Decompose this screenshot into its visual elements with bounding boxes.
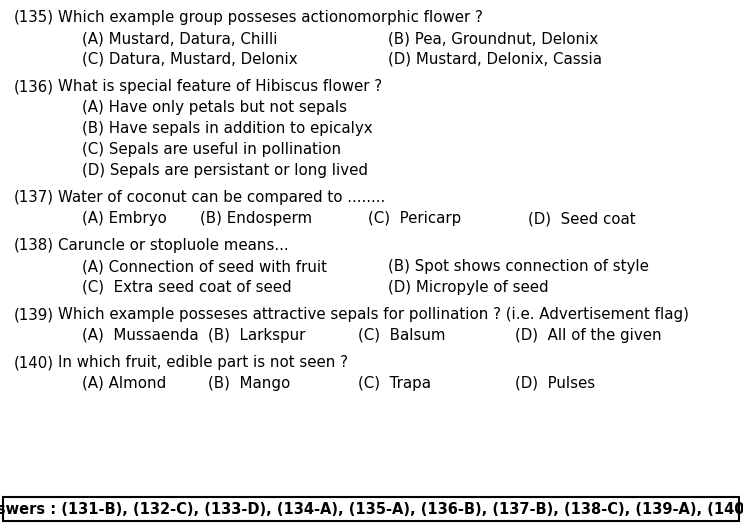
Text: (D) Sepals are persistant or long lived: (D) Sepals are persistant or long lived	[82, 163, 368, 178]
Text: Which example posseses attractive sepals for pollination ? (i.e. Advertisement f: Which example posseses attractive sepals…	[58, 307, 689, 322]
Text: (C) Sepals are useful in pollination: (C) Sepals are useful in pollination	[82, 142, 341, 157]
Text: (A) Embryo: (A) Embryo	[82, 211, 166, 226]
Text: (C) Datura, Mustard, Delonix: (C) Datura, Mustard, Delonix	[82, 52, 298, 67]
Text: (D) Mustard, Delonix, Cassia: (D) Mustard, Delonix, Cassia	[388, 52, 602, 67]
Text: (B) Endosperm: (B) Endosperm	[200, 211, 312, 226]
Text: Answers : (131-B), (132-C), (133-D), (134-A), (135-A), (136-B), (137-B), (138-C): Answers : (131-B), (132-C), (133-D), (13…	[0, 502, 743, 517]
Text: (C)  Trapa: (C) Trapa	[358, 376, 431, 391]
Text: (B) Pea, Groundnut, Delonix: (B) Pea, Groundnut, Delonix	[388, 31, 598, 46]
Text: (D)  All of the given: (D) All of the given	[515, 328, 661, 343]
Text: (B)  Larkspur: (B) Larkspur	[208, 328, 305, 343]
Text: (137): (137)	[14, 190, 54, 205]
Text: (138): (138)	[14, 238, 54, 253]
Text: (140): (140)	[14, 355, 54, 370]
Text: (D)  Pulses: (D) Pulses	[515, 376, 595, 391]
Text: Caruncle or stopluole means...: Caruncle or stopluole means...	[58, 238, 288, 253]
Text: (139): (139)	[14, 307, 54, 322]
Text: (A) Connection of seed with fruit: (A) Connection of seed with fruit	[82, 259, 327, 274]
Text: (136): (136)	[14, 79, 54, 94]
Text: (B)  Mango: (B) Mango	[208, 376, 291, 391]
FancyBboxPatch shape	[3, 497, 739, 521]
Text: (135): (135)	[14, 10, 54, 25]
Text: (C)  Pericarp: (C) Pericarp	[368, 211, 461, 226]
Text: In which fruit, edible part is not seen ?: In which fruit, edible part is not seen …	[58, 355, 348, 370]
Text: (B) Spot shows connection of style: (B) Spot shows connection of style	[388, 259, 649, 274]
Text: What is special feature of Hibiscus flower ?: What is special feature of Hibiscus flow…	[58, 79, 382, 94]
Text: (B) Have sepals in addition to epicalyx: (B) Have sepals in addition to epicalyx	[82, 121, 373, 136]
Text: (A) Mustard, Datura, Chilli: (A) Mustard, Datura, Chilli	[82, 31, 277, 46]
Text: (D)  Seed coat: (D) Seed coat	[528, 211, 635, 226]
Text: (A) Have only petals but not sepals: (A) Have only petals but not sepals	[82, 100, 347, 115]
Text: (C)  Balsum: (C) Balsum	[358, 328, 446, 343]
Text: (C)  Extra seed coat of seed: (C) Extra seed coat of seed	[82, 280, 291, 295]
Text: (A)  Mussaenda: (A) Mussaenda	[82, 328, 198, 343]
Text: Which example group posseses actionomorphic flower ?: Which example group posseses actionomorp…	[58, 10, 483, 25]
Text: (A) Almond: (A) Almond	[82, 376, 166, 391]
Text: Water of coconut can be compared to ........: Water of coconut can be compared to ....…	[58, 190, 386, 205]
Text: (D) Micropyle of seed: (D) Micropyle of seed	[388, 280, 548, 295]
